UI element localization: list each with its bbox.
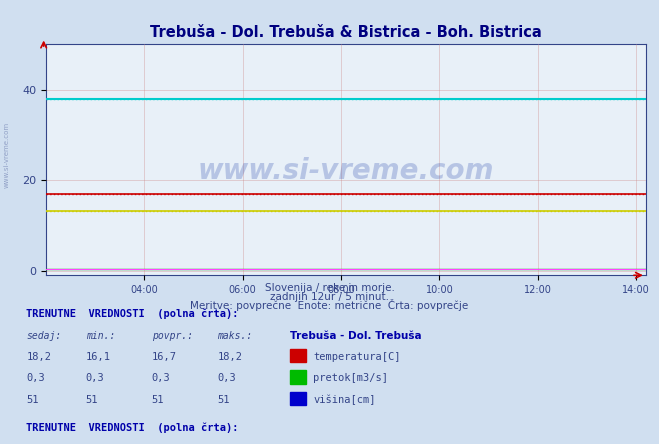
Text: TRENUTNE  VREDNOSTI  (polna črta):: TRENUTNE VREDNOSTI (polna črta): bbox=[26, 309, 239, 320]
Text: 0,3: 0,3 bbox=[26, 373, 45, 384]
Text: 51: 51 bbox=[217, 395, 230, 405]
Text: 16,7: 16,7 bbox=[152, 352, 177, 362]
Text: višina[cm]: višina[cm] bbox=[313, 394, 376, 405]
Text: 18,2: 18,2 bbox=[217, 352, 243, 362]
Text: 0,3: 0,3 bbox=[86, 373, 104, 384]
Text: 0,3: 0,3 bbox=[217, 373, 236, 384]
Text: povpr.:: povpr.: bbox=[152, 331, 192, 341]
Text: www.si-vreme.com: www.si-vreme.com bbox=[3, 123, 9, 188]
Title: Trebuša - Dol. Trebuša & Bistrica - Boh. Bistrica: Trebuša - Dol. Trebuša & Bistrica - Boh.… bbox=[150, 25, 542, 40]
Text: 18,2: 18,2 bbox=[26, 352, 51, 362]
Text: Meritve: povprečne  Enote: metrične  Črta: povprečje: Meritve: povprečne Enote: metrične Črta:… bbox=[190, 298, 469, 311]
Text: 51: 51 bbox=[152, 395, 164, 405]
Text: Trebuša - Dol. Trebuša: Trebuša - Dol. Trebuša bbox=[290, 331, 422, 341]
Text: 0,3: 0,3 bbox=[152, 373, 170, 384]
Text: pretok[m3/s]: pretok[m3/s] bbox=[313, 373, 388, 384]
Text: TRENUTNE  VREDNOSTI  (polna črta):: TRENUTNE VREDNOSTI (polna črta): bbox=[26, 422, 239, 433]
Text: www.si-vreme.com: www.si-vreme.com bbox=[198, 157, 494, 186]
Text: sedaj:: sedaj: bbox=[26, 331, 61, 341]
Text: maks.:: maks.: bbox=[217, 331, 252, 341]
Text: min.:: min.: bbox=[86, 331, 115, 341]
Text: Slovenija / reke in morje.: Slovenija / reke in morje. bbox=[264, 283, 395, 293]
Text: zadnjih 12ur / 5 minut.: zadnjih 12ur / 5 minut. bbox=[270, 292, 389, 302]
Text: 16,1: 16,1 bbox=[86, 352, 111, 362]
Text: 51: 51 bbox=[26, 395, 39, 405]
Text: 51: 51 bbox=[86, 395, 98, 405]
Text: temperatura[C]: temperatura[C] bbox=[313, 352, 401, 362]
